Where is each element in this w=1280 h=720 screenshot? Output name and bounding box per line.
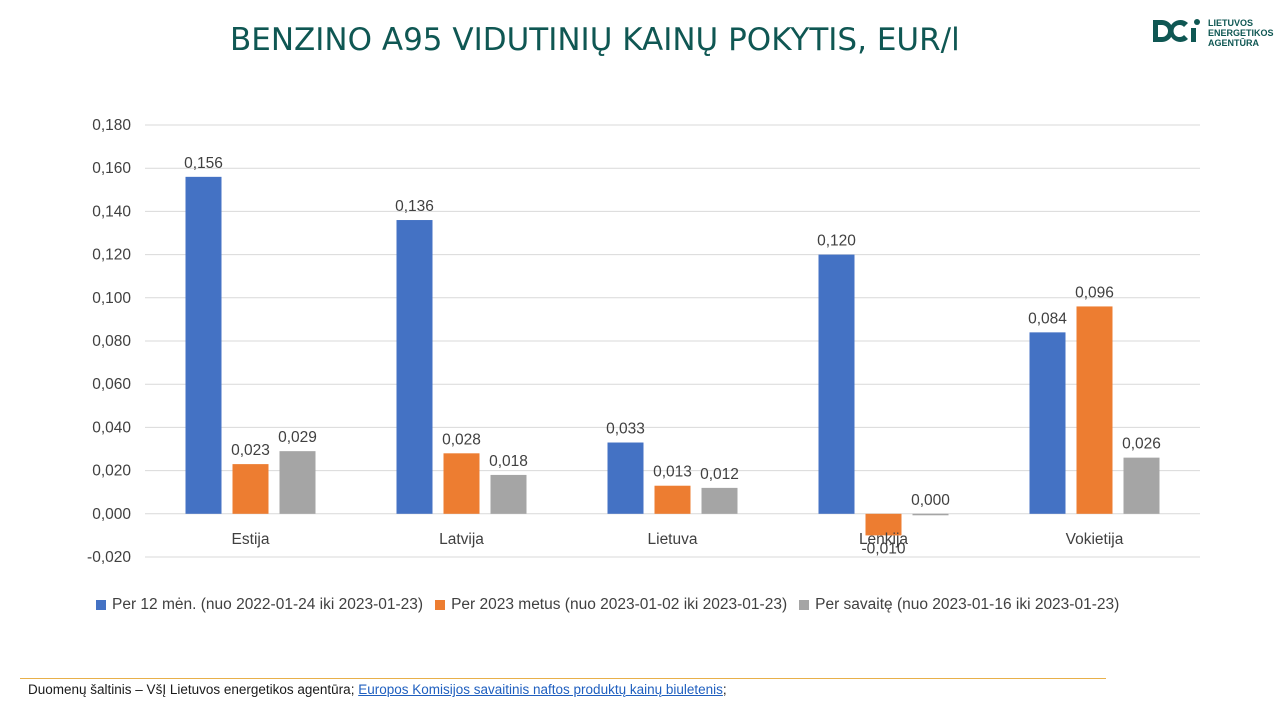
source-note: Duomenų šaltinis – VšĮ Lietuvos energeti… (28, 682, 727, 697)
bar (443, 453, 480, 514)
data-label: 0,029 (278, 429, 317, 446)
data-label: 0,028 (442, 431, 481, 448)
agency-logo-text: LIETUVOS ENERGETIKOS AGENTŪRA (1208, 18, 1274, 48)
y-tick-label: 0,120 (92, 247, 131, 264)
data-label: 0,156 (184, 155, 223, 172)
data-label: 0,018 (489, 453, 528, 470)
legend-swatch-blue (96, 600, 106, 610)
logo-line-2: ENERGETIKOS (1208, 28, 1274, 38)
source-link[interactable]: Europos Komisijos savaitinis naftos prod… (358, 682, 723, 697)
data-label: 0,000 (911, 492, 950, 509)
bar (232, 464, 269, 514)
y-tick-label: -0,020 (87, 549, 131, 566)
y-tick-label: 0,180 (92, 117, 131, 134)
legend-label-12-months: Per 12 mėn. (nuo 2022-01-24 iki 2023-01-… (112, 596, 424, 613)
bar-chart: -0,020 0,000 0,020 0,040 0,060 0,080 0,100 0,12… (87, 117, 1200, 566)
data-label: 0,026 (1122, 436, 1161, 453)
bar (1123, 457, 1160, 514)
bar (1029, 332, 1066, 514)
legend-label-week: Per savaitę (nuo 2023-01-16 iki 2023-01-… (815, 596, 1120, 613)
bar (701, 487, 738, 514)
data-label: 0,013 (653, 464, 692, 481)
bar (818, 254, 855, 514)
source-suffix: ; (722, 682, 727, 697)
y-tick-label: 0,140 (92, 203, 131, 220)
data-label: 0,120 (817, 233, 856, 250)
category-label: Lenkija (859, 531, 908, 548)
logo-line-3: AGENTŪRA (1208, 38, 1259, 48)
y-tick-label: 0,080 (92, 333, 131, 350)
bar (654, 485, 691, 514)
y-tick-label: 0,040 (92, 419, 131, 436)
category-label: Latvija (439, 531, 484, 548)
agency-logo: LIETUVOS ENERGETIKOS AGENTŪRA (1150, 16, 1274, 56)
source-prefix: Duomenų šaltinis – VšĮ Lietuvos energeti… (28, 682, 359, 697)
bar (865, 513, 902, 536)
data-label: 0,084 (1028, 310, 1067, 327)
legend-item-2023: Per 2023 metus (nuo 2023-01-02 iki 2023-… (435, 596, 787, 614)
legend-label-2023: Per 2023 metus (nuo 2023-01-02 iki 2023-… (451, 596, 788, 613)
y-tick-label: 0,160 (92, 160, 131, 177)
agency-logo-mark-icon (1153, 19, 1200, 42)
legend-item-week: Per savaitę (nuo 2023-01-16 iki 2023-01-… (799, 596, 1119, 614)
bar (1076, 306, 1113, 514)
logo-line-1: LIETUVOS (1208, 18, 1254, 28)
data-label: 0,096 (1075, 284, 1114, 301)
data-label: 0,136 (395, 198, 434, 215)
category-label: Vokietija (1066, 531, 1124, 548)
chart-title: BENZINO A95 VIDUTINIŲ KAINŲ POKYTIS, EUR… (230, 22, 960, 58)
bar (490, 474, 527, 514)
legend-swatch-gray (799, 600, 810, 610)
data-label: 0,012 (700, 466, 739, 483)
y-tick-label: 0,060 (92, 376, 131, 393)
bar (396, 220, 433, 514)
y-tick-label: 0,000 (92, 506, 131, 523)
chart-legend: Per 12 mėn. (nuo 2022-01-24 iki 2023-01-… (96, 596, 1119, 614)
legend-swatch-orange (435, 600, 446, 610)
source-divider (20, 678, 1106, 679)
bar (279, 451, 316, 514)
bar (912, 513, 949, 516)
y-tick-label: 0,020 (92, 463, 131, 480)
category-label: Estija (232, 531, 270, 548)
data-label: -0,010 (862, 540, 906, 557)
bar (607, 442, 644, 514)
legend-item-12-months: Per 12 mėn. (nuo 2022-01-24 iki 2023-01-… (96, 596, 423, 614)
data-label: 0,033 (606, 421, 645, 438)
y-tick-label: 0,100 (92, 290, 131, 307)
bar (185, 176, 222, 514)
data-label: 0,023 (231, 442, 270, 459)
category-label: Lietuva (648, 531, 698, 548)
